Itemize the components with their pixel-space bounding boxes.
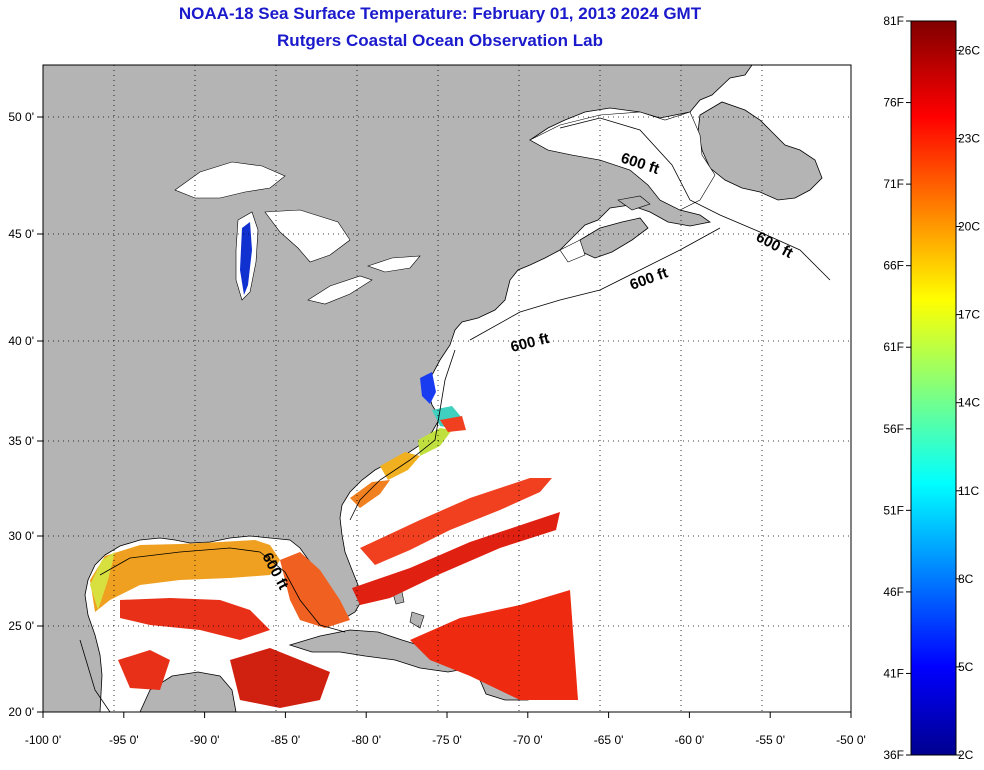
sst-data bbox=[90, 222, 578, 708]
colorbar-c-label: 23C bbox=[958, 131, 980, 145]
colorbar-c-label: 5C bbox=[958, 660, 974, 674]
isobath-600ft bbox=[79, 117, 831, 712]
nova-scotia-land bbox=[579, 217, 649, 259]
lon-tick-label: -50 0' bbox=[836, 733, 866, 747]
colorbar-c-label: 2C bbox=[958, 748, 974, 762]
island-land bbox=[617, 195, 651, 211]
colorbar-f-label: 81F bbox=[883, 14, 904, 28]
lake-huron bbox=[264, 209, 351, 263]
colorbar-fahrenheit-labels: 81F 76F 71F 66F 61F 56F 51F 46F 41F 36F bbox=[883, 14, 911, 762]
lon-tick-label: -75 0' bbox=[432, 733, 462, 747]
map-subtitle: Rutgers Coastal Ocean Observation Lab bbox=[277, 31, 603, 50]
map-title: NOAA-18 Sea Surface Temperature: Februar… bbox=[178, 4, 702, 23]
colorbar-c-label: 20C bbox=[958, 220, 980, 234]
colorbar-c-label: 8C bbox=[958, 572, 974, 586]
colorbar-celsius-labels: 26C 23C 20C 17C 14C 11C 8C 5C 2C bbox=[956, 43, 980, 762]
lon-tick-label: -85 0' bbox=[271, 733, 301, 747]
colorbar-f-label: 46F bbox=[883, 585, 904, 599]
colorbar-c-label: 26C bbox=[958, 43, 980, 57]
lon-tick-label: -90 0' bbox=[190, 733, 220, 747]
lon-tick-label: -60 0' bbox=[675, 733, 705, 747]
lake-erie bbox=[307, 275, 373, 305]
lon-tick-label: -65 0' bbox=[594, 733, 624, 747]
longitude-axis: -100 0' -95 0' -90 0' -85 0' -80 0' -75 0' -70… bbox=[25, 712, 866, 747]
colorbar-f-label: 51F bbox=[883, 503, 904, 517]
colorbar-f-label: 66F bbox=[883, 259, 904, 273]
lake-ontario bbox=[367, 255, 421, 273]
colorbar-c-label: 14C bbox=[958, 396, 980, 410]
bay-of-fundy bbox=[559, 239, 586, 263]
lat-tick-label: 50 0' bbox=[8, 110, 34, 124]
colorbar-f-label: 71F bbox=[883, 177, 904, 191]
colorbar-f-label: 61F bbox=[883, 340, 904, 354]
colorbar-f-label: 76F bbox=[883, 96, 904, 110]
lon-tick-label: -55 0' bbox=[755, 733, 785, 747]
colorbar-c-label: 11C bbox=[958, 484, 979, 498]
lon-tick-label: -70 0' bbox=[513, 733, 543, 747]
colorbar-f-label: 36F bbox=[883, 748, 904, 762]
temperature-colorbar bbox=[910, 20, 957, 756]
lake-superior bbox=[174, 161, 286, 199]
lon-tick-label: -80 0' bbox=[351, 733, 381, 747]
lon-tick-label: -95 0' bbox=[109, 733, 139, 747]
gulf-of-st-lawrence bbox=[529, 111, 716, 211]
colorbar-f-label: 41F bbox=[883, 666, 904, 680]
lat-tick-label: 35 0' bbox=[8, 434, 34, 448]
latitude-axis: 20 0' 25 0' 30 0' 35 0' 40 0' 45 0' 50 0' bbox=[8, 110, 43, 719]
lat-tick-label: 45 0' bbox=[8, 227, 34, 241]
lat-tick-label: 30 0' bbox=[8, 529, 34, 543]
lon-tick-label: -100 0' bbox=[25, 733, 61, 747]
lat-tick-label: 40 0' bbox=[8, 334, 34, 348]
lat-tick-label: 25 0' bbox=[8, 619, 34, 633]
colorbar-c-label: 17C bbox=[958, 308, 980, 322]
lat-tick-label: 20 0' bbox=[8, 705, 34, 719]
colorbar-f-label: 56F bbox=[883, 422, 904, 436]
